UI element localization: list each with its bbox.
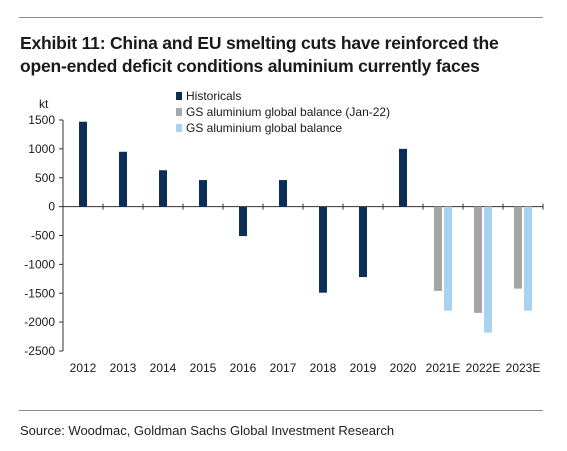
x-tick-label: 2018 (310, 361, 337, 375)
y-tick-label: -500 (31, 229, 55, 243)
bar (159, 170, 167, 207)
title-line-1: Exhibit 11: China and EU smelting cuts h… (20, 33, 499, 53)
legend-label: GS aluminium global balance (Jan-22) (186, 105, 390, 119)
bar (119, 151, 127, 207)
bar (474, 206, 482, 313)
x-tick-label: 2019 (350, 361, 377, 375)
legend-swatch (176, 108, 182, 116)
y-tick-label: -1500 (24, 286, 55, 300)
x-tick-label: 2014 (150, 361, 177, 375)
x-tick-label: 2017 (270, 361, 297, 375)
bar (359, 206, 367, 278)
x-tick-label: 2021E (426, 361, 461, 375)
x-tick-label: 2016 (230, 361, 257, 375)
x-tick-label: 2013 (110, 361, 137, 375)
y-tick-label: 0 (48, 200, 55, 214)
legend-label: Historicals (186, 89, 241, 103)
bar (484, 206, 492, 333)
bar (239, 206, 247, 237)
top-rule (19, 17, 543, 18)
bar (514, 206, 522, 289)
exhibit-title: Exhibit 11: China and EU smelting cuts h… (20, 32, 550, 78)
bar (524, 206, 532, 311)
bar (279, 180, 287, 207)
x-tick-label: 2020 (390, 361, 417, 375)
bar (399, 148, 407, 207)
y-tick-label: -2000 (24, 315, 55, 329)
bar (319, 206, 327, 293)
legend-swatch (176, 92, 182, 100)
y-tick-label: -1000 (24, 257, 55, 271)
legend-swatch (176, 124, 182, 132)
y-tick-label: 1000 (28, 142, 55, 156)
legend-label: GS aluminium global balance (186, 121, 342, 135)
bottom-rule (19, 410, 543, 411)
y-axis-unit: kt (39, 97, 49, 111)
title-line-2: open-ended deficit conditions aluminium … (20, 56, 480, 76)
bar (79, 121, 87, 207)
source-note: Source: Woodmac, Goldman Sachs Global In… (20, 423, 395, 438)
x-tick-label: 2022E (466, 361, 501, 375)
bar (434, 206, 442, 291)
x-tick-label: 2012 (70, 361, 97, 375)
y-tick-label: 500 (35, 171, 55, 185)
x-tick-label: 2023E (506, 361, 541, 375)
y-tick-label: -2500 (24, 344, 55, 358)
bar (199, 180, 207, 207)
y-tick-label: 1500 (28, 113, 55, 127)
bar (444, 206, 452, 311)
x-tick-label: 2015 (190, 361, 217, 375)
